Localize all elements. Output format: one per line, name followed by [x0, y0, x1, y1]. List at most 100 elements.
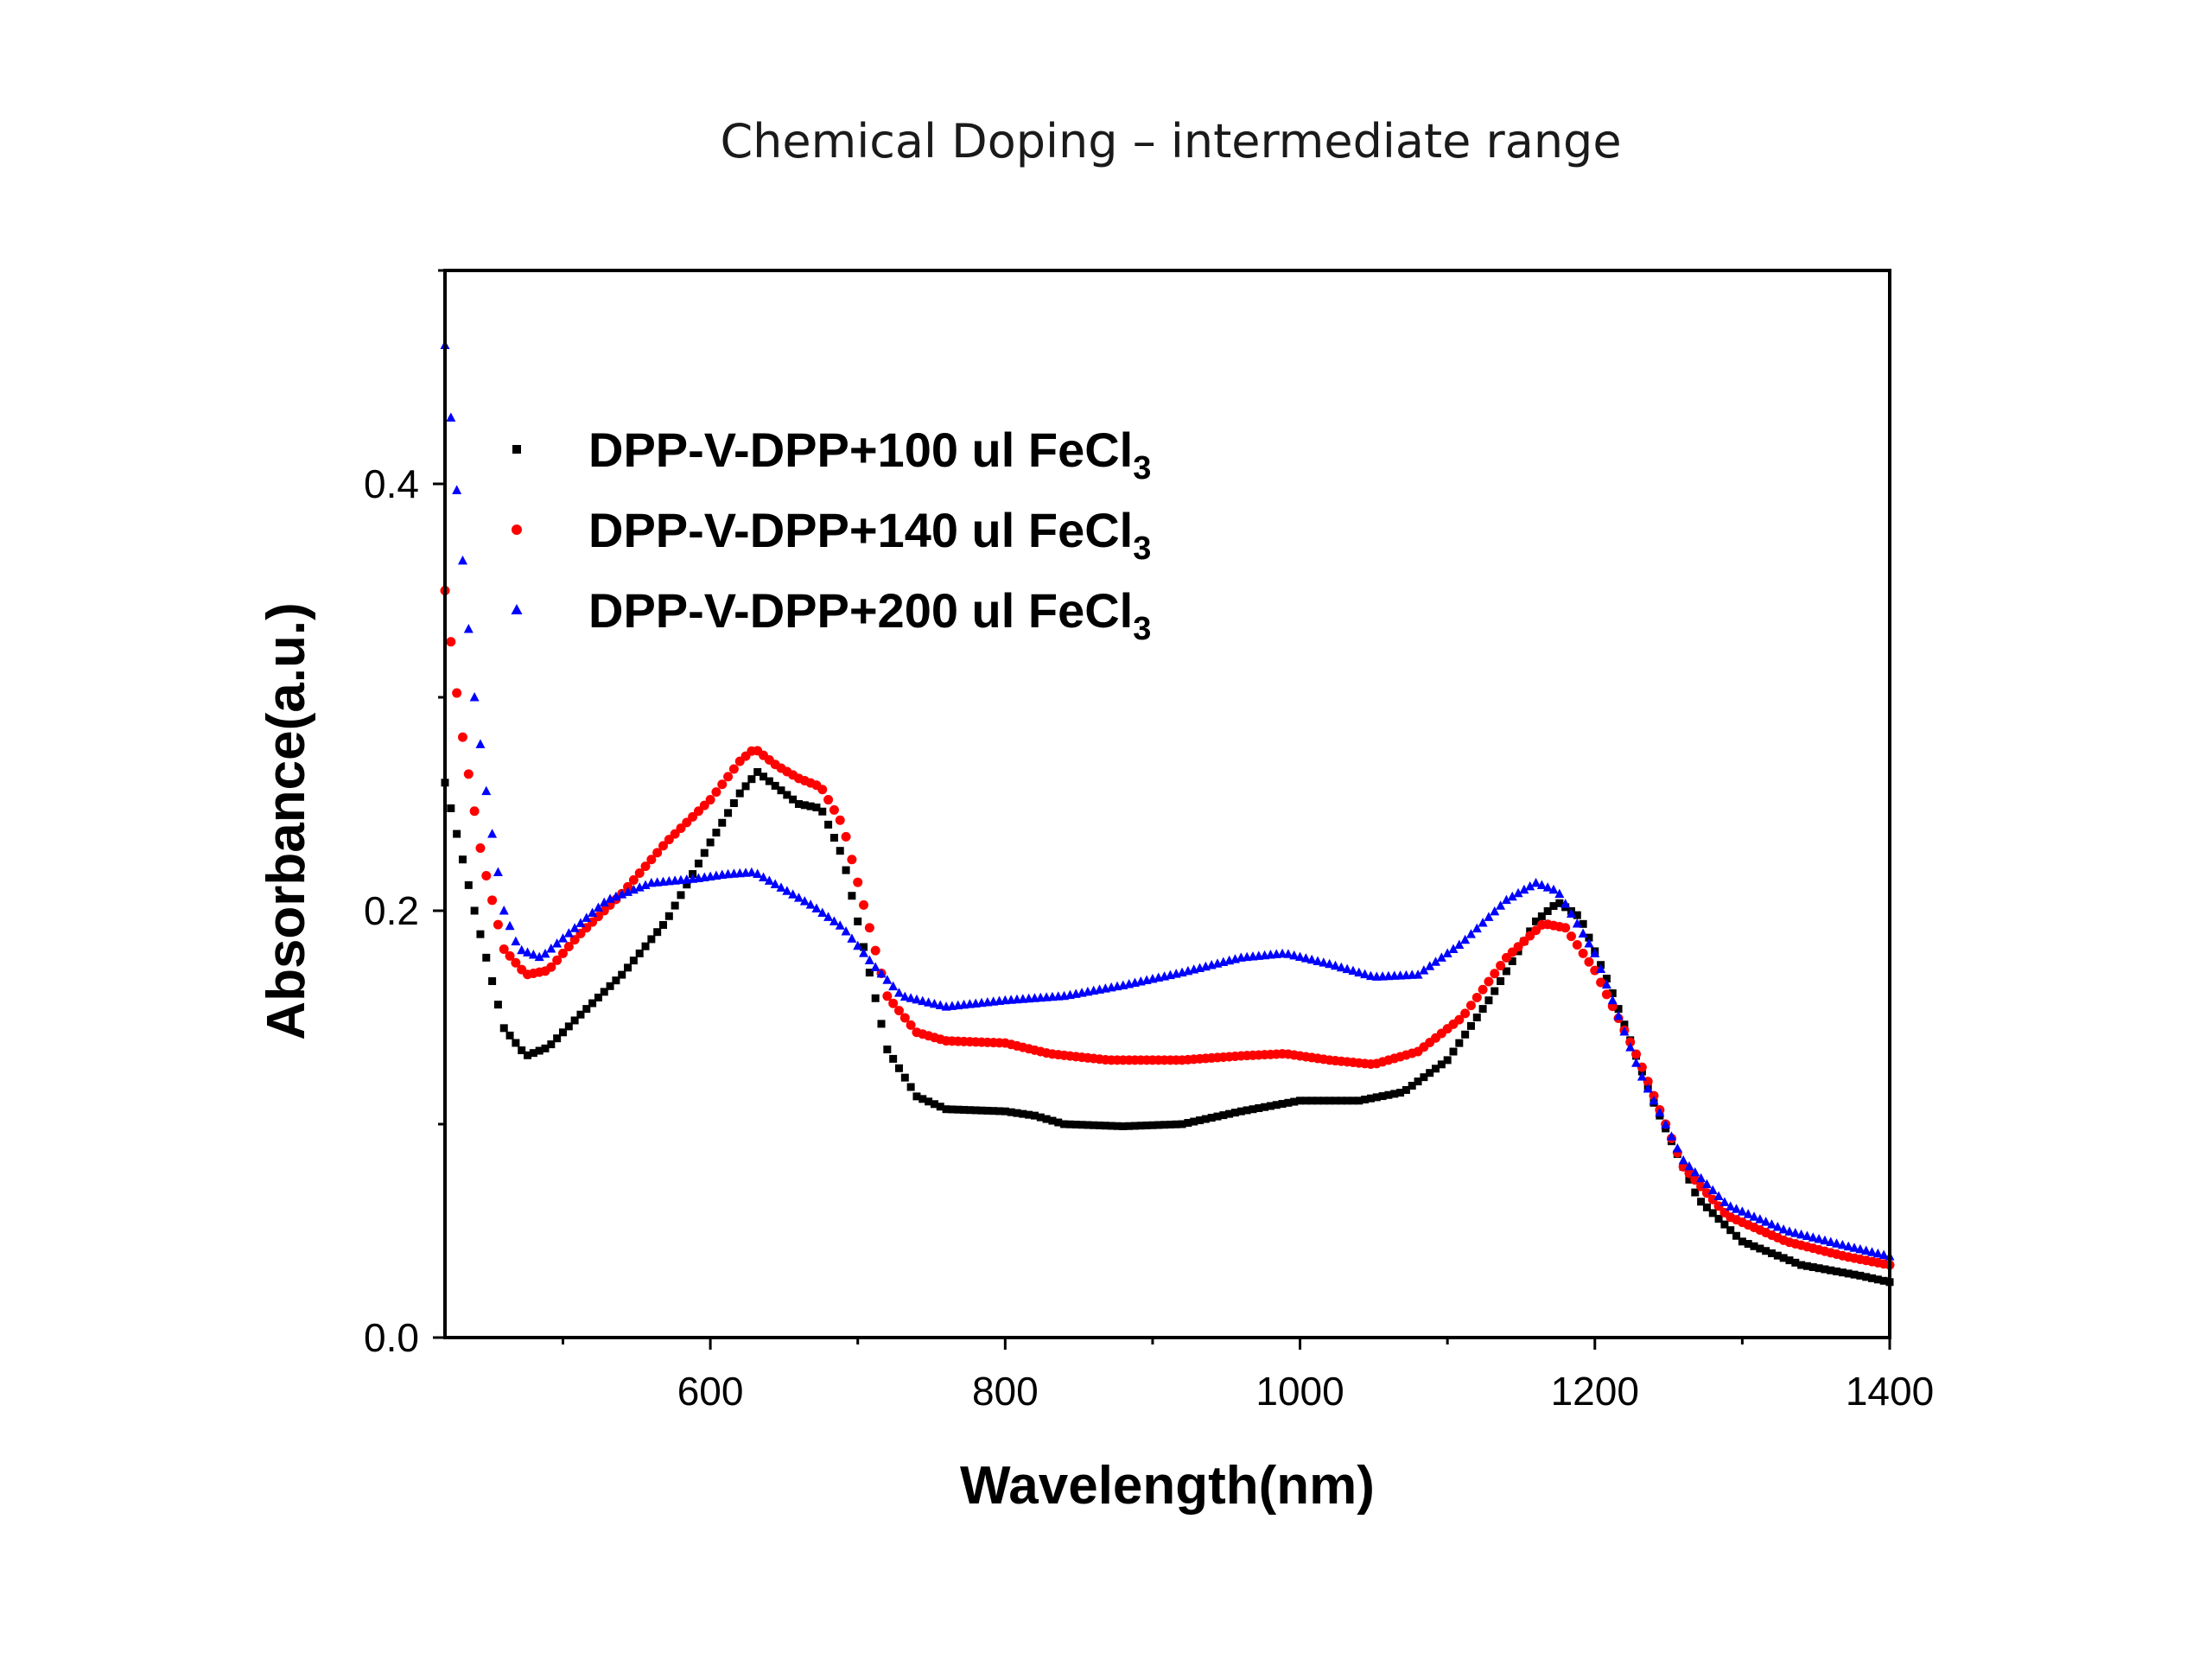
data-point	[1684, 1160, 1694, 1171]
data-point	[1749, 1211, 1759, 1221]
data-point	[965, 1106, 974, 1115]
data-point	[453, 830, 461, 838]
data-point	[793, 893, 804, 902]
data-point	[989, 1107, 998, 1116]
data-point	[1691, 1188, 1700, 1197]
data-point	[935, 1000, 945, 1010]
data-point	[954, 1105, 963, 1114]
data-point	[1773, 1251, 1782, 1260]
data-point	[505, 920, 515, 931]
data-point	[557, 948, 568, 958]
data-point	[1490, 906, 1500, 916]
data-point	[1713, 1191, 1724, 1200]
data-point	[482, 953, 491, 962]
data-point	[688, 811, 698, 822]
data-point	[1465, 929, 1476, 938]
data-point	[983, 1106, 992, 1115]
data-point	[1802, 1230, 1812, 1241]
data-point	[1319, 1096, 1328, 1105]
data-point	[799, 896, 810, 906]
data-point	[1566, 908, 1576, 918]
data-point	[1420, 1073, 1428, 1082]
data-point	[1184, 1119, 1192, 1128]
data-point	[764, 875, 774, 885]
data-point	[552, 955, 563, 965]
data-point	[1584, 938, 1594, 948]
data-point	[523, 947, 533, 957]
data-point	[517, 944, 527, 955]
data-point	[888, 981, 899, 991]
data-point	[564, 1022, 573, 1031]
data-point	[1290, 1097, 1299, 1106]
data-point	[848, 892, 856, 900]
data-point	[1413, 969, 1423, 979]
data-point	[1243, 1106, 1251, 1115]
data-point	[499, 944, 509, 954]
data-point	[1531, 877, 1541, 887]
data-point	[1236, 1107, 1245, 1116]
data-point	[1136, 1122, 1145, 1130]
data-point	[493, 919, 503, 930]
data-point	[1107, 1122, 1116, 1130]
data-point	[1584, 957, 1594, 967]
data-point	[1484, 912, 1494, 921]
data-point	[1855, 1243, 1866, 1254]
data-point	[653, 928, 662, 937]
data-point	[635, 949, 644, 957]
data-point	[971, 1106, 980, 1115]
data-point	[1820, 1235, 1830, 1245]
data-point	[557, 933, 568, 943]
data-point	[1361, 1096, 1370, 1104]
data-point	[1513, 887, 1523, 898]
data-point	[718, 818, 727, 827]
data-point	[647, 935, 656, 944]
data-point	[1560, 923, 1571, 933]
data-point	[629, 957, 638, 965]
data-point	[1613, 1010, 1624, 1020]
data-point	[1496, 900, 1506, 910]
data-point	[463, 623, 474, 633]
data-point	[475, 739, 486, 748]
data-point	[1862, 1273, 1871, 1281]
legend-item-2: DPP-V-DPP+140 ul FeCl3	[512, 503, 1151, 567]
data-point	[1726, 1226, 1735, 1235]
series-layer	[440, 340, 1895, 1287]
data-point	[576, 1010, 585, 1019]
data-point	[1707, 1194, 1718, 1205]
data-point	[1631, 1049, 1642, 1059]
data-point	[1768, 1249, 1777, 1257]
data-point	[612, 976, 620, 985]
data-point	[1343, 1096, 1351, 1105]
data-point	[1696, 1181, 1707, 1192]
data-point	[1478, 984, 1488, 995]
data-point	[924, 997, 934, 1007]
data-point	[1585, 933, 1593, 942]
data-point	[594, 993, 602, 1001]
data-point	[1596, 977, 1606, 988]
data-point	[1065, 1120, 1074, 1128]
x-tick-label: 1400	[1846, 1369, 1934, 1414]
data-point	[753, 868, 763, 879]
data-point	[864, 955, 874, 965]
data-point	[452, 688, 462, 698]
data-point	[1844, 1269, 1853, 1278]
data-point	[493, 1001, 502, 1009]
data-point	[811, 903, 822, 913]
data-point	[1507, 891, 1517, 901]
data-point	[829, 916, 839, 925]
data-point	[1448, 944, 1459, 953]
data-point	[1508, 957, 1516, 965]
data-point	[569, 923, 580, 932]
data-point	[1643, 1083, 1653, 1093]
data-point	[1301, 1096, 1310, 1105]
data-point	[552, 938, 563, 948]
data-point	[1743, 1209, 1753, 1218]
data-point	[1767, 1219, 1777, 1229]
data-point	[823, 795, 834, 805]
data-point	[1266, 1102, 1274, 1110]
data-point	[1084, 1121, 1092, 1129]
data-point	[511, 957, 521, 968]
data-point	[853, 877, 863, 887]
data-point	[1219, 1111, 1228, 1120]
